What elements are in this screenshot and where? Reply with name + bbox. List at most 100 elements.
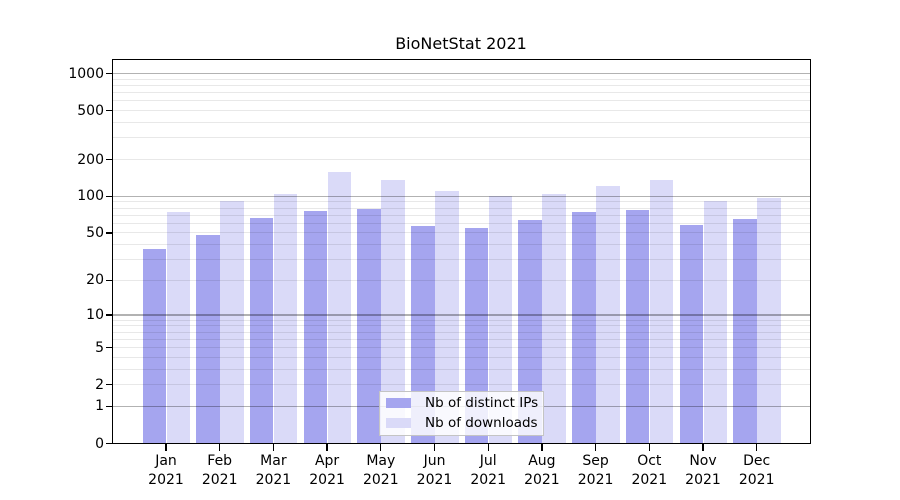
x-tick-label: Oct 2021: [631, 453, 668, 488]
x-tick-label: Nov 2021: [685, 453, 721, 488]
bar-distinct-ips: [357, 208, 381, 444]
plot-border-bottom: [111, 442, 812, 445]
x-tick-label: May 2021: [362, 453, 399, 488]
x-tick-mark: [702, 444, 704, 451]
gridline-major: [113, 72, 810, 75]
gridline-minor: [113, 122, 810, 124]
gridline-minor: [113, 232, 810, 234]
y-tick-mark: [105, 383, 113, 386]
bar-downloads: [435, 190, 459, 444]
bar-downloads: [542, 193, 566, 444]
gridline-minor: [113, 331, 810, 333]
bar-downloads: [220, 200, 244, 444]
y-tick-label: 20: [86, 272, 104, 289]
y-tick-label: 50: [86, 224, 104, 241]
y-tick-label: 500: [77, 102, 104, 119]
x-tick-mark: [487, 444, 489, 451]
gridline-minor: [113, 92, 810, 94]
y-tick-mark: [105, 158, 113, 161]
bar-downloads: [327, 172, 352, 444]
gridline-minor: [113, 319, 810, 321]
gridline-minor: [113, 279, 810, 281]
gridline-minor: [113, 259, 810, 261]
bar-distinct-ips: [679, 225, 703, 444]
bar-distinct-ips: [303, 210, 328, 444]
legend-row-downloads: Nb of downloads: [386, 414, 538, 432]
y-tick-mark: [105, 405, 113, 408]
bar-downloads: [703, 200, 727, 444]
gridline-minor: [113, 325, 810, 327]
legend-row-distinct-ips: Nb of distinct IPs: [386, 394, 539, 412]
bar-distinct-ips: [625, 209, 650, 444]
bar-downloads: [166, 211, 190, 444]
x-tick-mark: [326, 444, 328, 451]
y-tick-label: 1000: [68, 65, 104, 82]
gridline-minor: [113, 84, 810, 86]
y-tick-label: 2: [95, 376, 104, 393]
gridline-minor: [113, 110, 810, 112]
y-tick-label: 200: [77, 151, 104, 168]
legend-swatch-distinct-ips: [386, 398, 411, 408]
chart-title: BioNetStat 2021: [395, 34, 527, 53]
x-tick-label: Sep 2021: [577, 453, 614, 488]
bar-distinct-ips: [196, 235, 220, 444]
gridline-minor: [113, 207, 810, 209]
gridline-minor: [113, 222, 810, 224]
y-tick-label: 100: [77, 188, 104, 205]
bar-downloads: [273, 194, 298, 444]
legend-swatch-downloads: [386, 418, 411, 428]
bar-downloads: [381, 180, 405, 444]
bar-distinct-ips: [733, 219, 757, 444]
x-tick-mark: [648, 444, 650, 451]
x-tick-label: Feb 2021: [201, 453, 238, 488]
legend-label-downloads: Nb of downloads: [425, 414, 538, 431]
y-tick-mark: [105, 314, 113, 316]
legend: Nb of distinct IPs Nb of downloads: [379, 390, 544, 436]
gridline-minor: [113, 338, 810, 340]
gridline-minor: [113, 347, 810, 349]
gridline-minor: [113, 368, 810, 370]
x-tick-mark: [272, 444, 275, 451]
x-tick-label: Mar 2021: [255, 453, 292, 488]
x-tick-label: Jan 2021: [148, 453, 184, 488]
y-tick-mark: [105, 442, 113, 445]
bar-distinct-ips: [518, 219, 542, 444]
x-tick-mark: [433, 444, 436, 451]
plot-border-left: [111, 58, 114, 445]
plot-border-right: [809, 58, 812, 445]
x-tick-label: Dec 2021: [738, 453, 775, 488]
y-tick-mark: [105, 232, 113, 234]
gridline-major: [113, 314, 810, 316]
x-tick-mark: [380, 444, 382, 451]
bar-distinct-ips: [411, 226, 435, 444]
y-tick-mark: [105, 346, 113, 349]
bar-downloads: [488, 195, 513, 444]
gridline-minor: [113, 201, 810, 203]
bar-distinct-ips: [464, 227, 489, 444]
y-tick-mark: [105, 109, 113, 112]
gridline-minor: [113, 137, 810, 139]
bar-distinct-ips: [249, 217, 274, 444]
bar-distinct-ips: [142, 248, 166, 444]
y-tick-mark: [105, 279, 113, 282]
legend-label-distinct-ips: Nb of distinct IPs: [425, 394, 539, 411]
x-tick-label: Jun 2021: [416, 453, 453, 488]
x-tick-label: Aug 2021: [524, 453, 560, 488]
gridline-minor: [113, 78, 810, 80]
bar-downloads: [757, 197, 781, 444]
y-tick-mark: [105, 72, 113, 75]
x-tick-mark: [219, 444, 221, 451]
gridline-minor: [113, 159, 810, 161]
x-tick-label: Jul 2021: [470, 453, 506, 488]
y-tick-label: 0: [95, 435, 104, 452]
gridline-minor: [113, 214, 810, 216]
bar-downloads: [649, 180, 674, 444]
y-tick-label: 5: [95, 339, 104, 356]
x-tick-mark: [541, 444, 543, 451]
plot-border-top: [111, 58, 812, 61]
gridline-minor: [113, 356, 810, 358]
y-tick-label: 10: [86, 307, 104, 324]
gridline-minor: [113, 100, 810, 102]
x-tick-mark: [165, 444, 167, 451]
